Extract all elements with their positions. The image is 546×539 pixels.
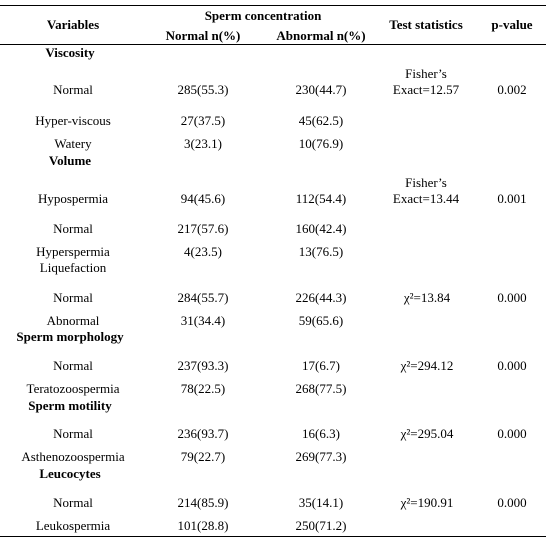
row-abnormal-value: 17(6.7) — [302, 358, 340, 373]
row-label: Normal — [53, 358, 93, 373]
test-statistic: χ²=294.12 — [400, 358, 454, 373]
section-title: Sperm morphology — [16, 329, 124, 344]
row-normal-value: 236(93.7) — [177, 426, 229, 441]
section-title: Volume — [48, 153, 92, 168]
row-normal-value: 27(37.5) — [180, 113, 226, 128]
row-abnormal-value: 250(71.2) — [295, 518, 347, 533]
test-statistic: χ²=295.04 — [400, 426, 454, 441]
row-abnormal-value: 230(44.7) — [295, 82, 347, 97]
row-label: Abnormal — [46, 313, 100, 328]
test-statistic: χ²=190.91 — [400, 495, 454, 510]
row-normal-value: 101(28.8) — [177, 518, 229, 533]
row-abnormal-value: 112(54.4) — [295, 191, 347, 206]
row-label: Normal — [53, 221, 93, 236]
p-value: 0.000 — [497, 290, 527, 305]
p-value: 0.002 — [497, 82, 527, 97]
p-value: 0.000 — [497, 495, 527, 510]
row-label: Normal — [53, 290, 93, 305]
row-normal-value: 31(34.4) — [180, 313, 226, 328]
row-abnormal-value: 269(77.3) — [295, 449, 347, 464]
header-p-value: p-value — [491, 17, 533, 32]
header-variables: Variables — [46, 17, 100, 32]
row-abnormal-value: 10(76.9) — [298, 136, 344, 151]
row-normal-value: 237(93.3) — [177, 358, 229, 373]
row-abnormal-value: 35(14.1) — [298, 495, 344, 510]
row-label: Watery — [54, 136, 92, 151]
p-value: 0.000 — [497, 358, 527, 373]
row-abnormal-value: 59(65.6) — [298, 313, 344, 328]
row-abnormal-value: 268(77.5) — [295, 381, 347, 396]
row-normal-value: 4(23.5) — [184, 244, 222, 259]
test-statistic: Fisher’s Exact=13.44 — [392, 175, 460, 206]
row-normal-value: 78(22.5) — [180, 381, 226, 396]
header-rule — [0, 44, 546, 45]
section-title: Leucocytes — [39, 466, 101, 481]
row-normal-value: 3(23.1) — [184, 136, 222, 151]
row-normal-value: 217(57.6) — [177, 221, 229, 236]
row-normal-value: 94(45.6) — [180, 191, 226, 206]
row-label: Asthenozoospermia — [21, 449, 125, 464]
test-statistic: χ²=13.84 — [403, 290, 451, 305]
row-label: Teratozoospermia — [26, 381, 120, 396]
section-title: Sperm motility — [28, 398, 112, 413]
top-rule — [0, 5, 546, 6]
header-abnormal: Abnormal n(%) — [276, 28, 366, 43]
row-label: Leukospermia — [35, 518, 111, 533]
row-abnormal-value: 16(6.3) — [302, 426, 340, 441]
row-abnormal-value: 160(42.4) — [295, 221, 347, 236]
header-normal: Normal n(%) — [165, 28, 241, 43]
row-normal-value: 214(85.9) — [177, 495, 229, 510]
row-abnormal-value: 226(44.3) — [295, 290, 347, 305]
bottom-rule — [0, 536, 546, 537]
row-label: Hyper-viscous — [35, 113, 111, 128]
p-value: 0.001 — [497, 191, 527, 206]
row-label: Hypospermia — [37, 191, 109, 206]
row-normal-value: 284(55.7) — [177, 290, 229, 305]
row-abnormal-value: 45(62.5) — [298, 113, 344, 128]
row-abnormal-value: 13(76.5) — [298, 244, 344, 259]
p-value: 0.000 — [497, 426, 527, 441]
row-normal-value: 285(55.3) — [177, 82, 229, 97]
row-normal-value: 79(22.7) — [180, 449, 226, 464]
header-sperm-concentration: Sperm concentration — [204, 8, 322, 23]
row-label: Normal — [53, 82, 93, 97]
row-label: Normal — [53, 495, 93, 510]
row-label: Hyperspermia — [36, 244, 110, 259]
section-title: Viscosity — [45, 45, 95, 60]
section-title: Liquefaction — [39, 260, 107, 275]
test-statistic: Fisher’s Exact=12.57 — [392, 66, 460, 97]
header-test-statistics: Test statistics — [389, 17, 463, 32]
row-label: Normal — [53, 426, 93, 441]
